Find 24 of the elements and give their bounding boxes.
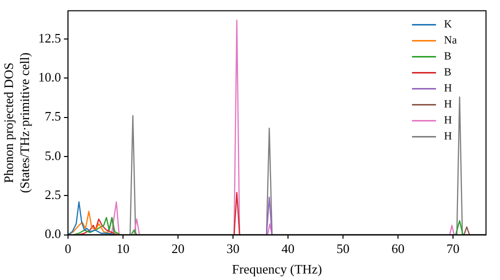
legend-label: H [444, 114, 452, 127]
x-axis-title: Frequency (THz) [232, 262, 322, 277]
legend-label: H [444, 98, 452, 111]
y-axis-title: Phonon projected DOS (States/THz·primitive cell) [1, 52, 32, 194]
legend-label: H [444, 130, 452, 143]
legend-label: H [444, 82, 452, 95]
x-tick-label: 10 [116, 241, 130, 256]
y-tick-label: 2.5 [44, 187, 61, 202]
y-tick-label: 7.5 [44, 108, 61, 124]
x-tick-label: 70 [446, 241, 460, 256]
y-tick-label: 0.0 [44, 226, 61, 242]
x-tick-label: 20 [171, 241, 184, 256]
y-tick-label: 12.5 [38, 30, 61, 46]
x-tick-label: 50 [336, 241, 350, 256]
x-tick-label: 60 [391, 241, 404, 256]
x-tick-label: 30 [226, 241, 240, 256]
y-tick-label: 10.0 [38, 70, 61, 85]
legend-label: B [444, 50, 452, 63]
legend-label: Na [444, 34, 457, 47]
x-tick-label: 40 [281, 241, 294, 256]
legend-label: K [444, 18, 452, 31]
legend-label: B [444, 66, 452, 79]
y-tick-label: 5.0 [44, 148, 61, 163]
x-tick-label: 0 [64, 241, 72, 256]
